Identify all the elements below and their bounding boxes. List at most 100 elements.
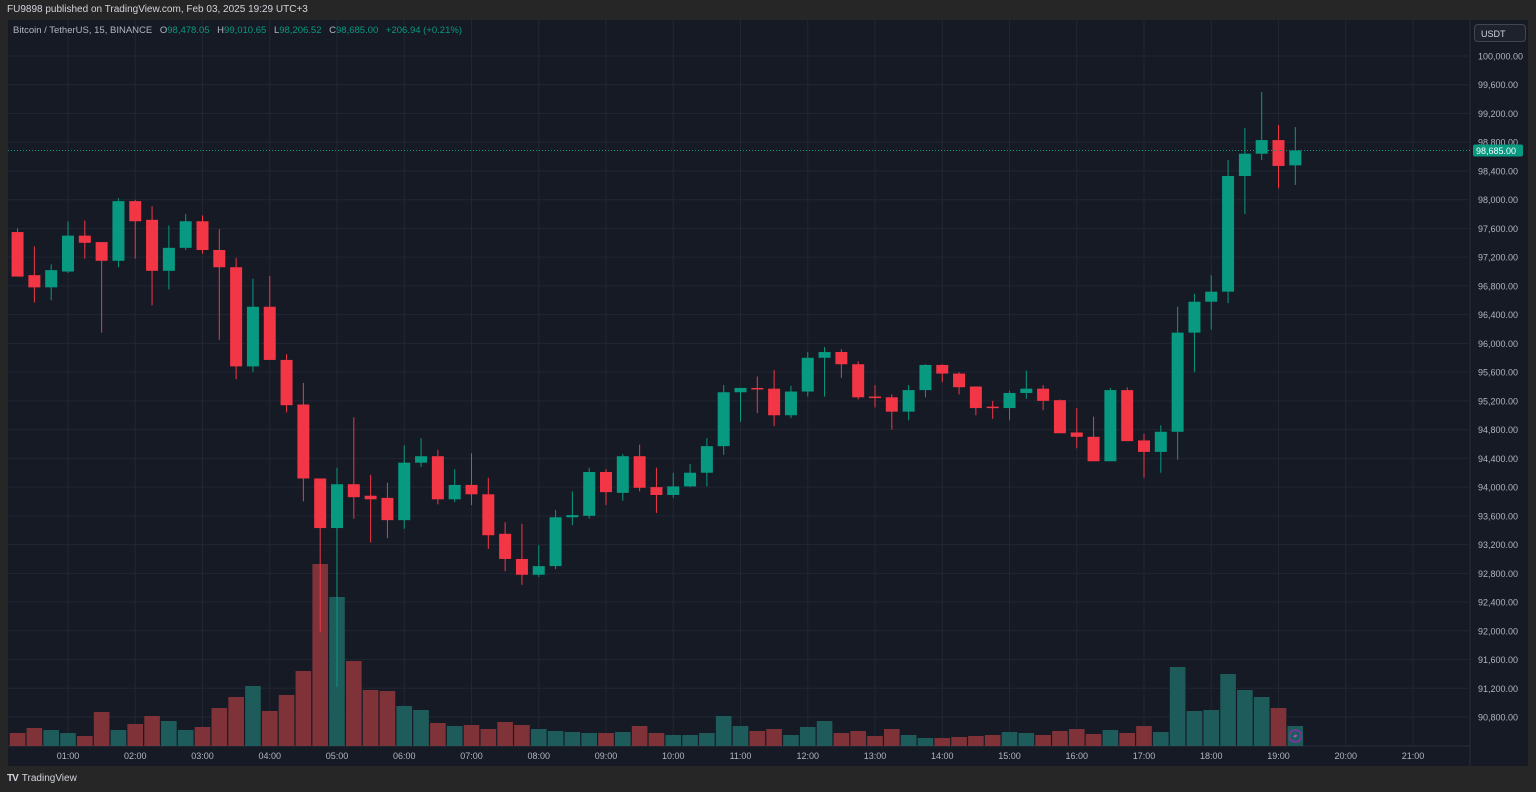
volume-bar — [1169, 667, 1186, 746]
time-tick-label: 15:00 — [998, 751, 1021, 761]
tradingview-logo[interactable]: TV TradingView — [7, 773, 77, 784]
chart-panel[interactable]: 100,000.00 99,600.00 99,200.00 98,800.00 98,… — [8, 20, 1528, 766]
candle-down — [768, 388, 781, 416]
candle-up — [112, 201, 125, 261]
volume-bar — [379, 691, 396, 746]
candle-up — [532, 566, 545, 575]
price-tick-label: 98,000.00 — [1478, 195, 1518, 205]
volume-bar — [211, 708, 228, 746]
volume-bar — [144, 716, 160, 746]
candle-up — [1020, 388, 1033, 393]
volume-bar — [26, 728, 43, 746]
candle-down — [213, 249, 226, 268]
change-value: +206.94 (+0.21%) — [385, 25, 462, 36]
volume-bar — [430, 723, 446, 746]
volume-bar — [1052, 731, 1068, 746]
volume-bar — [245, 686, 261, 746]
price-tick-label: 94,400.00 — [1478, 454, 1518, 464]
candle-up — [331, 484, 343, 529]
volume-bar — [715, 716, 732, 746]
candle-up — [583, 472, 596, 516]
time-tick-label: 07:00 — [460, 751, 483, 761]
candle-up — [684, 472, 697, 487]
volume-bar — [60, 733, 76, 746]
price-tick-label: 93,600.00 — [1478, 511, 1518, 521]
volume-bar — [783, 735, 799, 746]
time-tick-label: 01:00 — [57, 751, 80, 761]
time-tick-label: 20:00 — [1334, 751, 1357, 761]
price-tick-label: 96,400.00 — [1478, 310, 1518, 320]
price-tick-label: 92,000.00 — [1478, 626, 1518, 636]
time-tick-label: 19:00 — [1267, 751, 1290, 761]
time-tick-label: 03:00 — [191, 751, 214, 761]
candle-down — [1070, 432, 1083, 437]
candle-up — [616, 456, 629, 493]
candlestick-chart[interactable]: 100,000.0099,600.0099,200.0098,800.0098,… — [8, 20, 1528, 766]
candle-down — [936, 364, 949, 374]
candle-down — [297, 404, 310, 479]
price-tick-label: 98,800.00 — [1478, 138, 1518, 148]
volume-bar — [1068, 729, 1085, 746]
volume-bar — [1220, 674, 1236, 746]
volume-bar — [295, 671, 312, 746]
time-tick-label: 02:00 — [124, 751, 147, 761]
candle-up — [1255, 140, 1268, 154]
time-tick-label: 14:00 — [931, 751, 954, 761]
volume-bar — [480, 729, 497, 746]
volume-bar — [968, 736, 984, 746]
price-tick-label: 91,200.00 — [1478, 684, 1518, 694]
volume-bar — [581, 733, 597, 746]
volume-bar — [648, 733, 665, 746]
volume-bar — [396, 706, 413, 746]
candle-down — [953, 373, 966, 388]
candle-down — [835, 352, 848, 365]
time-tick-label: 18:00 — [1200, 751, 1223, 761]
currency-button[interactable]: USDT — [1474, 24, 1526, 42]
volume-bar — [530, 729, 547, 746]
volume-bar — [43, 730, 59, 746]
volume-bar — [127, 724, 144, 746]
candle-down — [11, 232, 24, 277]
time-tick-label: 13:00 — [864, 751, 887, 761]
candle-down — [633, 456, 646, 488]
candle-down — [986, 406, 999, 409]
brand-name: TradingView — [21, 773, 77, 784]
candle-up — [1188, 301, 1201, 333]
time-tick-label: 09:00 — [595, 751, 618, 761]
time-tick-label: 04:00 — [258, 751, 281, 761]
candle-down — [364, 495, 377, 500]
symbol-title[interactable]: Bitcoin / TetherUS, 15, BINANCE — [13, 25, 153, 36]
time-tick-label: 10:00 — [662, 751, 685, 761]
candle-down — [1053, 400, 1066, 434]
price-tick-label: 97,200.00 — [1478, 253, 1518, 263]
volume-bar — [1136, 726, 1152, 746]
candle-down — [751, 387, 764, 390]
volume-bar — [816, 721, 833, 746]
volume-bar — [463, 725, 480, 746]
candle-down — [600, 472, 612, 493]
candle-down — [515, 558, 528, 575]
tradingview-logo-icon: TV — [7, 773, 19, 784]
volume-bar — [228, 697, 244, 746]
volume-bar — [110, 730, 127, 746]
volume-bar — [1237, 690, 1253, 746]
candle-up — [448, 484, 461, 500]
time-tick-label: 16:00 — [1065, 751, 1088, 761]
candle-down — [1272, 140, 1285, 166]
candle-down — [196, 221, 209, 250]
volume-bar — [799, 727, 816, 746]
volume-bar — [177, 730, 194, 746]
low-value: L98,206.52 — [273, 25, 322, 36]
volume-bar — [1186, 711, 1203, 746]
candle-up — [1238, 153, 1251, 176]
candle-down — [1087, 436, 1100, 462]
volume-bar — [1119, 733, 1135, 746]
volume-bar — [446, 726, 463, 746]
volume-bar — [9, 733, 26, 746]
candle-down — [885, 397, 898, 412]
open-value: O98,478.05 — [159, 25, 210, 36]
time-tick-label: 06:00 — [393, 751, 416, 761]
volume-bar — [547, 731, 564, 746]
price-tick-label: 95,600.00 — [1478, 368, 1518, 378]
volume-bar — [278, 695, 295, 746]
